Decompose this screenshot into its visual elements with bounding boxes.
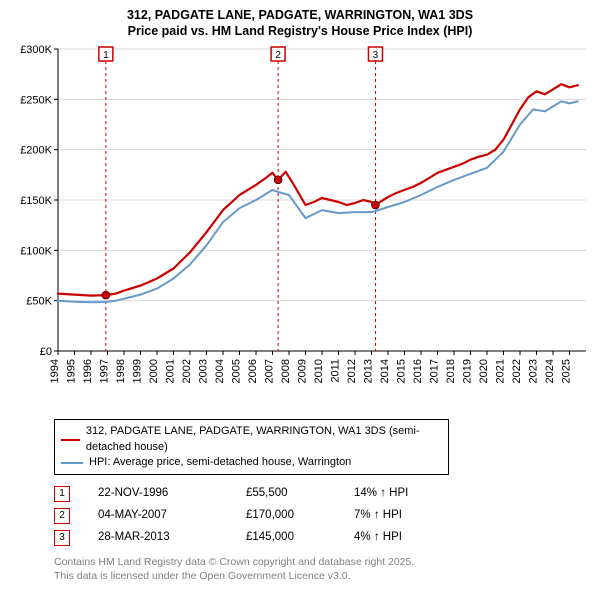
x-tick-label: 2009	[297, 359, 309, 383]
sales-row-marker: 2	[54, 508, 70, 524]
x-tick-label: 2001	[165, 359, 177, 383]
y-tick-label: £200K	[20, 145, 52, 157]
x-tick-label: 2008	[280, 359, 292, 383]
series-price_paid	[58, 84, 578, 295]
x-tick-label: 2006	[247, 359, 259, 383]
legend-row: 312, PADGATE LANE, PADGATE, WARRINGTON, …	[61, 424, 442, 455]
x-tick-label: 2003	[198, 359, 210, 383]
line-chart-svg: £0 £50K £100K £150K £200K £250K £300K 1994 1995 1…	[10, 43, 590, 413]
title-subtitle: Price paid vs. HM Land Registry's House …	[10, 24, 590, 40]
sales-row-hpi: 7% ↑ HPI	[354, 505, 444, 527]
legend-swatch	[61, 439, 80, 441]
sale-marker-dot	[274, 176, 282, 184]
x-tick-label: 2020	[478, 359, 490, 383]
x-tick-label: 1997	[99, 359, 111, 383]
x-tick-label: 1995	[66, 359, 78, 383]
sales-row: 1 22-NOV-1996 £55,500 14% ↑ HPI	[54, 483, 590, 505]
legend-swatch	[61, 462, 83, 464]
sale-marker-id: 1	[103, 50, 109, 61]
x-tick-label: 2002	[181, 359, 193, 383]
y-tick-label: £300K	[20, 44, 52, 56]
y-tick-label: £0	[40, 346, 52, 358]
x-tick-label: 2021	[495, 359, 507, 383]
attribution-footer: Contains HM Land Registry data © Crown c…	[54, 555, 590, 583]
x-tick-label: 2023	[528, 359, 540, 383]
sales-row-date: 28-MAR-2013	[98, 527, 218, 549]
footer-line2: This data is licensed under the Open Gov…	[54, 569, 590, 583]
sales-row-price: £170,000	[246, 505, 326, 527]
sales-row: 3 28-MAR-2013 £145,000 4% ↑ HPI	[54, 527, 590, 549]
x-tick-label: 2016	[412, 359, 424, 383]
x-tick-label: 1998	[115, 359, 127, 383]
sales-table: 1 22-NOV-1996 £55,500 14% ↑ HPI 2 04-MAY-2007…	[54, 483, 590, 549]
chart-area: £0 £50K £100K £150K £200K £250K £300K 1994 1995 1…	[10, 43, 590, 413]
sales-row-hpi: 14% ↑ HPI	[354, 483, 444, 505]
legend-row: HPI: Average price, semi-detached house,…	[61, 455, 442, 470]
x-tick-label: 2019	[462, 359, 474, 383]
series-hpi	[58, 102, 578, 303]
footer-line1: Contains HM Land Registry data © Crown c…	[54, 555, 590, 569]
x-tick-label: 2015	[396, 359, 408, 383]
x-tick-label: 1999	[132, 359, 144, 383]
sales-row-date: 04-MAY-2007	[98, 505, 218, 527]
x-tick-label: 2017	[429, 359, 441, 383]
chart-title: 312, PADGATE LANE, PADGATE, WARRINGTON, …	[10, 8, 590, 39]
title-address: 312, PADGATE LANE, PADGATE, WARRINGTON, …	[10, 8, 590, 24]
x-tick-label: 2005	[231, 359, 243, 383]
x-tick-label: 2014	[379, 359, 391, 383]
sales-row-hpi: 4% ↑ HPI	[354, 527, 444, 549]
sale-marker-id: 2	[275, 50, 281, 61]
sale-marker-dot	[102, 291, 110, 299]
sales-row-marker: 1	[54, 486, 70, 502]
sale-marker-dot	[371, 201, 379, 209]
sales-row-price: £145,000	[246, 527, 326, 549]
x-tick-label: 1994	[49, 359, 61, 383]
sales-row: 2 04-MAY-2007 £170,000 7% ↑ HPI	[54, 505, 590, 527]
y-tick-label: £150K	[20, 195, 52, 207]
x-tick-label: 2024	[544, 359, 556, 383]
x-tick-label: 2010	[313, 359, 325, 383]
y-tick-label: £50K	[26, 296, 52, 308]
sales-row-price: £55,500	[246, 483, 326, 505]
legend: 312, PADGATE LANE, PADGATE, WARRINGTON, …	[54, 419, 449, 475]
x-tick-label: 2007	[264, 359, 276, 383]
x-tick-label: 2011	[330, 359, 342, 383]
x-tick-label: 2018	[445, 359, 457, 383]
x-tick-label: 2025	[561, 359, 573, 383]
sales-row-date: 22-NOV-1996	[98, 483, 218, 505]
x-tick-label: 2022	[511, 359, 523, 383]
y-tick-label: £250K	[20, 95, 52, 107]
x-tick-label: 2013	[363, 359, 375, 383]
x-tick-label: 2000	[148, 359, 160, 383]
x-tick-label: 2004	[214, 359, 226, 383]
chart-container: 312, PADGATE LANE, PADGATE, WARRINGTON, …	[0, 0, 600, 590]
sales-row-marker: 3	[54, 530, 70, 546]
legend-label: 312, PADGATE LANE, PADGATE, WARRINGTON, …	[86, 424, 442, 455]
sale-marker-id: 3	[373, 50, 379, 61]
legend-label: HPI: Average price, semi-detached house,…	[89, 455, 351, 470]
y-tick-label: £100K	[20, 246, 52, 258]
x-tick-label: 1996	[82, 359, 94, 383]
x-tick-label: 2012	[346, 359, 358, 383]
